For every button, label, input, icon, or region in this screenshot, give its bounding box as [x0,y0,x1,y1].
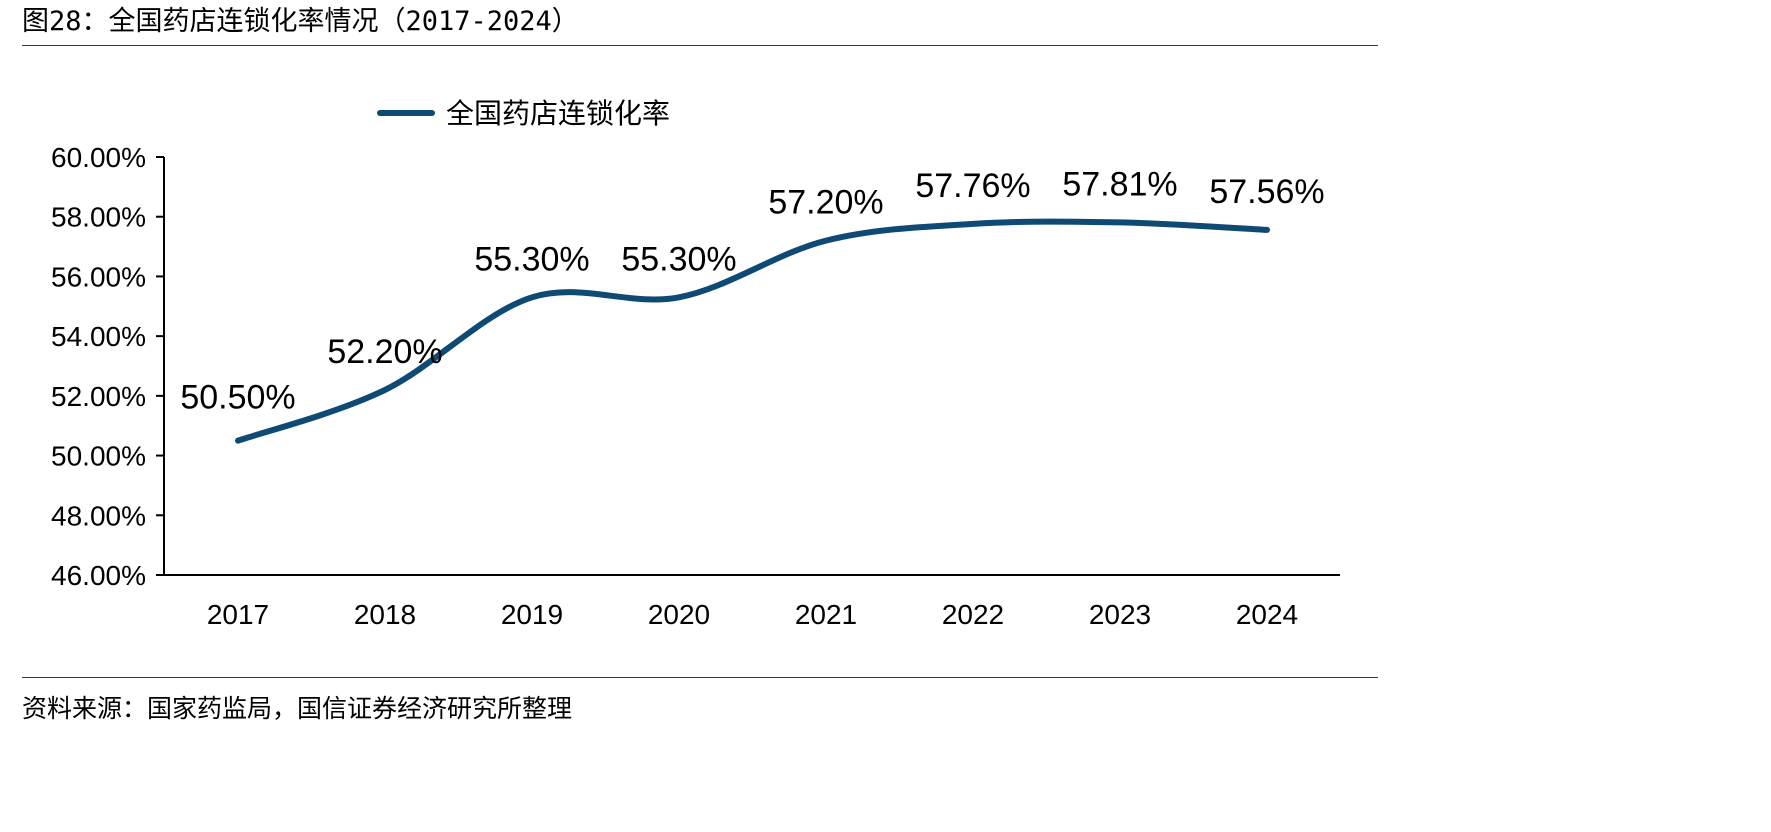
y-axis: 46.00% 48.00% 50.00% 52.00% 54.00% 56.00% 58.0… [51,142,165,591]
bottom-rule [22,677,1378,678]
data-point [1266,229,1268,231]
data-label: 52.20% [327,333,442,371]
data-point [384,389,386,391]
data-labels: 50.50% 52.20% 55.30% 55.30% 57.20% 57.76% 57.8… [180,165,1324,416]
data-label: 55.30% [621,240,736,278]
x-tick-label: 2019 [501,599,563,630]
x-tick-label: 2018 [354,599,416,630]
y-tick-label: 60.00% [51,142,146,173]
source-note: 资料来源：国家药监局，国信证券经济研究所整理 [22,694,573,723]
series-line [235,218,1270,444]
data-label: 57.20% [768,184,883,222]
data-label: 57.76% [915,167,1030,205]
y-tick-label: 50.00% [51,441,146,472]
y-tick-label: 48.00% [51,500,146,531]
y-tick-label: 54.00% [51,321,146,352]
data-label: 50.50% [180,379,295,417]
data-point [237,440,239,442]
y-tick-label: 56.00% [51,261,146,292]
y-tick-label: 52.00% [51,381,146,412]
top-rule [22,45,1378,46]
x-tick-label: 2020 [648,599,710,630]
x-tick-label: 2022 [942,599,1004,630]
x-tick-label: 2024 [1236,599,1298,630]
y-tick-label: 46.00% [51,560,146,591]
data-point [1119,221,1121,223]
x-axis: 2017 2018 2019 2020 2021 2022 2023 2024 [164,574,1340,630]
legend-label: 全国药店连锁化率 [446,97,670,130]
data-label: 55.30% [474,240,589,278]
data-label: 57.81% [1062,165,1177,203]
data-point [972,223,974,225]
series-group [235,218,1270,444]
figure-title: 图28：全国药店连锁化率情况（2017-2024） [22,6,579,37]
data-point [825,240,827,242]
x-tick-label: 2021 [795,599,857,630]
x-tick-label: 2023 [1089,599,1151,630]
data-label: 57.56% [1209,173,1324,211]
data-point [531,296,533,298]
chart-legend: 全国药店连锁化率 [377,97,670,130]
y-tick-label: 58.00% [51,202,146,233]
x-tick-label: 2017 [207,599,269,630]
data-point [678,296,680,298]
